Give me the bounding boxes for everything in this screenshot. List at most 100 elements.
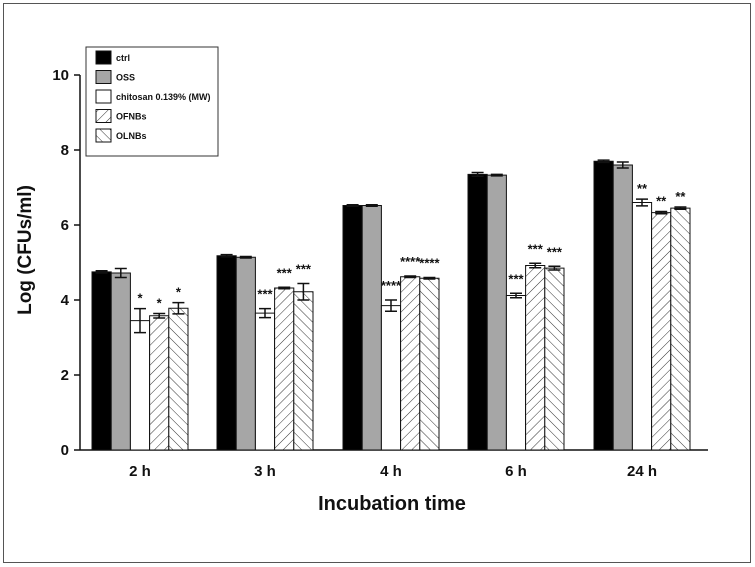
legend-swatch: [95, 128, 112, 143]
significance-label: *: [157, 296, 163, 311]
bar-chitosan-24h: [631, 202, 653, 451]
error-bar: [95, 270, 108, 274]
bar-chitosan-6h: [505, 295, 527, 451]
significance-label: **: [675, 189, 686, 204]
significance-label: ***: [257, 287, 273, 302]
bar-oss-3h: [235, 256, 256, 451]
y-tick-label: 4: [61, 292, 70, 309]
error-bar: [490, 173, 503, 177]
significance-label: ***: [508, 271, 524, 286]
error-bar: [297, 282, 310, 301]
error-bar: [597, 159, 610, 164]
bar-olnbs-24h: [670, 207, 691, 451]
error-bar: [278, 286, 291, 290]
legend-label: OFNBs: [116, 112, 147, 122]
bar-olnbs-6h: [544, 267, 565, 451]
bar-chitosan-4h: [380, 305, 402, 451]
bar-ofnbs-24h: [651, 212, 672, 451]
x-tick-label: 3 h: [254, 463, 276, 480]
legend-swatch: [95, 89, 112, 104]
legend-swatch: [95, 70, 112, 84]
bar-olnbs-2h: [168, 307, 189, 451]
bar-olnbs-4h: [419, 277, 440, 451]
error-bar: [423, 276, 436, 280]
legend-label: chitosan 0.139% (MW): [116, 92, 211, 102]
y-tick-label: 8: [61, 142, 69, 159]
legend-item: ctrl: [95, 50, 130, 65]
bar-oss-2h: [110, 272, 131, 451]
figure-frame: [3, 3, 751, 563]
error-bar: [674, 206, 687, 210]
significance-label: ***: [296, 262, 312, 277]
error-bar: [153, 312, 166, 319]
error-bar: [471, 171, 484, 177]
significance-label: *: [137, 291, 143, 306]
bars: [91, 159, 691, 451]
error-bar: [346, 204, 359, 207]
bar-oss-6h: [486, 174, 507, 451]
bar-ofnbs-3h: [274, 287, 295, 451]
significance-label: ****: [419, 256, 440, 271]
x-axis: 2 h 3 h 4 h 6 h 24 h: [80, 449, 708, 480]
significance-labels: * ** ****** ********************* ******* **: [137, 181, 686, 310]
error-bar: [114, 267, 127, 279]
legend-item: chitosan 0.139% (MW): [95, 89, 211, 104]
legend-item: OFNBs: [95, 109, 147, 123]
significance-label: ****: [400, 254, 421, 269]
y-tick-label: 6: [61, 217, 69, 234]
x-tick-label: 4 h: [380, 463, 402, 480]
bar-ctrl-24h: [593, 160, 614, 451]
y-tick-label: 0: [61, 442, 69, 459]
error-bar: [385, 299, 397, 312]
error-bar: [239, 255, 252, 259]
error-bar: [510, 292, 522, 299]
significance-label: **: [656, 194, 667, 209]
x-axis-title: Incubation time: [318, 493, 466, 515]
significance-label: ***: [277, 265, 293, 280]
bar-oss-4h: [361, 205, 382, 451]
x-tick-label: 6 h: [505, 463, 527, 480]
legend-item: OLNBs: [95, 128, 147, 143]
error-bar: [404, 275, 417, 279]
legend: ctrl OSS chitosan 0.139% (MW) OFNBs OLNBs: [85, 46, 219, 157]
error-bar: [548, 265, 561, 271]
significance-label: ***: [547, 244, 563, 259]
error-bar: [220, 253, 233, 258]
error-bar: [259, 307, 271, 319]
error-bar: [529, 262, 542, 269]
legend-label: OSS: [116, 73, 135, 83]
bar-ctrl-4h: [342, 205, 363, 451]
significance-label: **: [637, 181, 648, 196]
y-tick-label: 10: [52, 67, 69, 84]
error-bar: [655, 210, 668, 215]
x-tick-label: 24 h: [627, 463, 657, 480]
bar-ofnbs-4h: [400, 276, 421, 451]
error-bar: [616, 161, 629, 169]
bar-ctrl-3h: [216, 255, 237, 451]
bar-ofnbs-2h: [149, 315, 170, 451]
legend-swatch: [95, 109, 112, 123]
legend-swatch: [95, 50, 112, 65]
bar-olnbs-3h: [293, 291, 314, 451]
bar-ofnbs-6h: [525, 265, 546, 451]
bar-oss-24h: [612, 164, 633, 451]
significance-label: ***: [528, 241, 544, 256]
bar-ctrl-2h: [91, 271, 112, 451]
legend-item: OSS: [95, 70, 135, 84]
error-bar: [365, 204, 378, 207]
significance-label: *: [176, 285, 182, 300]
y-axis-title: Log (CFUs/ml): [15, 185, 36, 315]
legend-label: ctrl: [116, 53, 130, 63]
significance-label: ****: [381, 278, 402, 293]
error-bar: [636, 198, 648, 207]
x-tick-label: 2 h: [129, 463, 151, 480]
y-tick-label: 2: [61, 367, 69, 384]
error-bar: [172, 301, 185, 315]
legend-label: OLNBs: [116, 131, 147, 141]
bar-ctrl-6h: [467, 173, 488, 451]
bar-chitosan-2h: [129, 320, 151, 451]
y-axis: 0 2 4 6 8 10: [52, 67, 81, 459]
bar-chitosan-3h: [254, 312, 276, 451]
error-bar: [134, 307, 146, 334]
